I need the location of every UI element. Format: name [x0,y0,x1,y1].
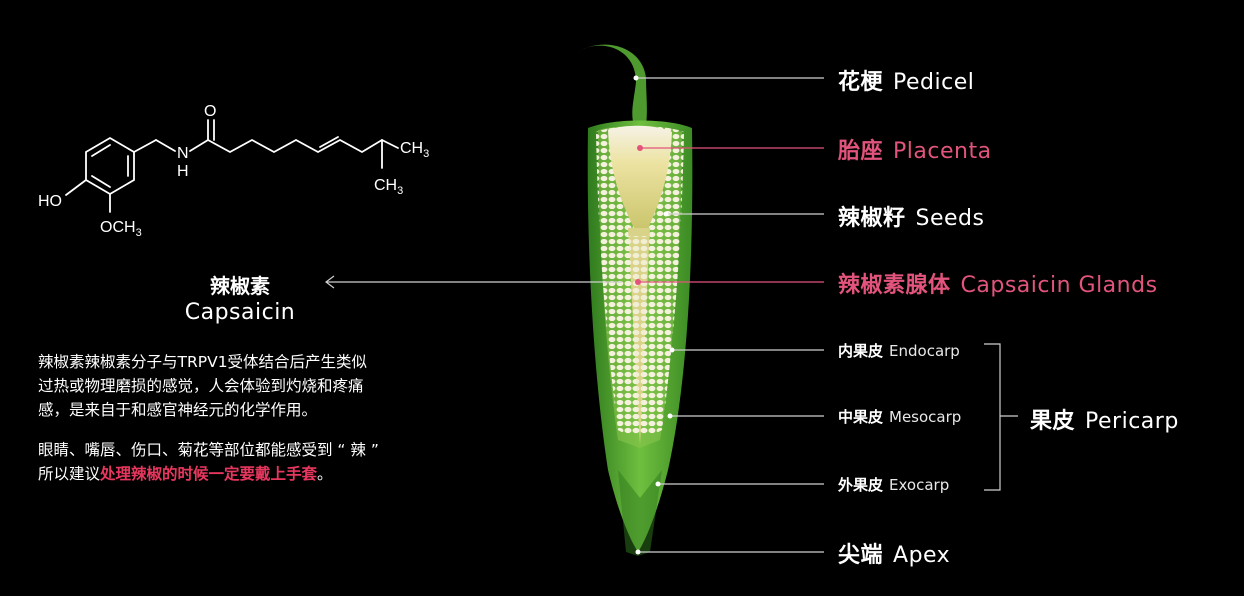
atom-hydrogen: H [177,163,189,180]
description-line-3: 感，是来自于和感官神经元的化学作用。 [38,401,318,419]
description-line-5: 所以建议处理辣椒的时候一定要戴上手套。 [38,465,333,483]
label-apex: 尖端 Apex [838,543,951,568]
label-mesocarp: 中果皮 Mesocarp [838,408,962,426]
capsaicin-name-zh: 辣椒素 [210,274,270,298]
apex-fold [618,470,662,556]
svg-text:OCH3: OCH3 [100,219,142,239]
label-seeds: 辣椒籽 Seeds [838,206,985,231]
atom-oxygen: O [204,103,216,120]
atom-nitrogen: N [177,145,189,162]
description-line-1: 辣椒素辣椒素分子与TRPV1受体结合后产生类似 [38,353,368,371]
description-line-4: 眼睛、嘴唇、伤口、菊花等部位都能感受到 “ 辣 ” [38,441,379,459]
label-pericarp: 果皮 Pericarp [1030,409,1179,434]
label-endocarp: 内果皮 Endocarp [838,342,960,360]
label-exocarp: 外果皮 Exocarp [838,476,950,494]
description-line-2: 过热或物理磨损的感觉，人会体验到灼烧和疼痛 [38,377,364,395]
glove-warning-highlight: 处理辣椒的时候一定要戴上手套 [100,465,318,483]
atom-methyl-top: CH [400,140,423,157]
label-capsaicin-glands: 辣椒素腺体 Capsaicin Glands [838,273,1158,298]
capsaicin-molecule-diagram: O N H CH3 CH3 HO OCH3 [38,103,429,239]
svg-text:CH3: CH3 [400,140,429,160]
placenta-shape [608,125,672,232]
label-pedicel: 花梗 Pedicel [838,70,975,95]
atom-methyl-bottom: CH [374,177,397,194]
capsaicin-name-en: Capsaicin [184,300,296,325]
atom-hydroxyl: HO [38,193,62,210]
label-placenta: 胎座 Placenta [838,139,992,164]
svg-text:CH3: CH3 [374,177,403,197]
pedicel-stem [574,44,647,126]
atom-methoxy: OCH [100,219,136,236]
